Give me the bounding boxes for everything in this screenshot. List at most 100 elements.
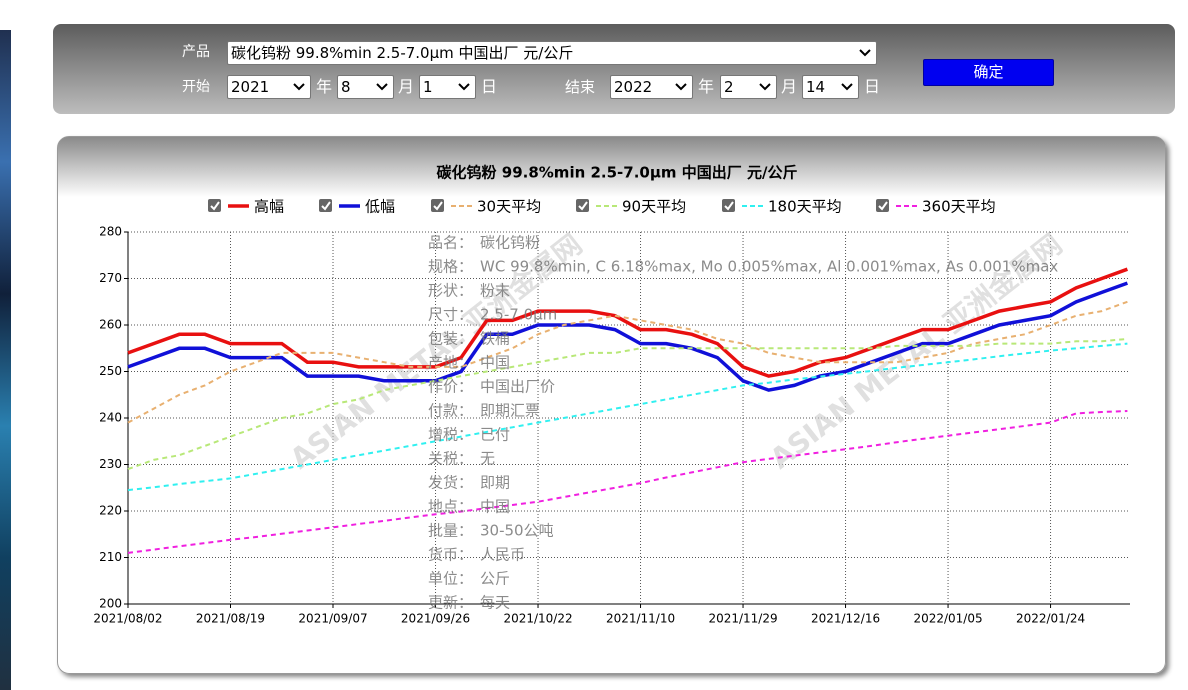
y-tick-label: 240 [99,411,122,425]
legend-checkbox[interactable] [576,199,589,212]
legend-checkbox[interactable] [876,199,889,212]
end-month-select[interactable]: 2 [720,75,777,99]
start-month-select[interactable]: 8 [337,75,394,99]
info-label: 尺寸： [428,306,473,324]
info-label: 批量： [428,522,473,540]
checkmark [724,201,734,211]
select-value: 14 [806,78,826,96]
x-tick-label: 2021/10/22 [503,612,572,626]
info-label: 增税： [428,426,473,444]
info-value: 每天 [480,594,510,612]
legend-checkbox[interactable] [722,199,735,212]
x-tick-label: 2021/09/26 [401,612,470,626]
checkmark [578,201,588,211]
chart-title: 碳化钨粉 99.8%min 2.5-7.0μm 中国出厂 元/公斤 [437,164,798,182]
legend-checkbox[interactable] [319,199,332,212]
info-value: WC 99.8%min, C 6.18%max, Mo 0.005%max, A… [480,258,1058,276]
legend-label: 180天平均 [768,198,842,216]
start-label: 开始 [182,79,210,95]
x-tick-label: 2022/01/05 [913,612,982,626]
series-line [127,337,1128,471]
info-label: 产地： [428,354,473,372]
y-tick-label: 210 [99,550,122,564]
end-label: 结束 [565,78,596,96]
info-value: 碳化钨粉 [480,234,540,252]
checkmark [433,201,443,211]
select-value: 8 [341,78,351,96]
series-line [127,281,1128,392]
x-tick-label: 2021/12/16 [811,612,880,626]
unit: 年 [698,77,715,96]
y-tick-label: 230 [99,457,122,471]
product-select[interactable]: 碳化钨粉 99.8%min 2.5-7.0μm 中国出厂 元/公斤 [227,41,877,65]
select-value: 2 [724,78,734,96]
unit: 月 [398,77,415,96]
info-label: 更新： [428,594,473,612]
info-label: 付款： [428,402,473,420]
legend-label: 低幅 [365,198,395,216]
info-value: 即期汇票 [480,402,540,420]
y-tick-label: 200 [99,597,122,611]
side-image [0,30,11,690]
end-day-select[interactable]: 14 [802,75,859,99]
legend-checkbox[interactable] [431,199,444,212]
submit-button[interactable]: 确定 [923,59,1054,86]
y-tick-label: 260 [99,318,122,332]
x-tick-label: 2022/01/24 [1016,612,1085,626]
checkmark [321,201,331,211]
checkmark [878,201,888,211]
y-tick-label: 280 [99,225,122,239]
select-value: 碳化钨粉 99.8%min 2.5-7.0μm 中国出厂 元/公斤 [231,44,574,62]
info-value: 中国 [480,498,510,516]
info-value: 2.5-7.0μm [480,306,557,324]
info-label: 形状： [428,282,473,300]
series-line [127,300,1128,424]
legend-label: 30天平均 [477,198,541,216]
info-value: 中国出厂价 [480,378,555,396]
y-tick-label: 270 [99,271,122,285]
x-tick-label: 2021/11/10 [606,612,675,626]
series-line [127,342,1128,492]
chart-panel [57,136,1166,674]
info-label: 单位： [428,570,473,588]
info-label: 发货： [428,474,473,492]
info-label: 品名： [428,234,473,252]
info-value: 即期 [480,474,510,492]
unit: 月 [781,77,798,96]
info-value: 已付 [480,426,510,444]
x-tick-label: 2021/09/07 [298,612,367,626]
y-tick-label: 220 [99,504,122,518]
x-tick-label: 2021/08/19 [196,612,265,626]
product-label: 产品 [182,44,210,60]
info-value: 30-50公吨 [480,522,554,540]
select-value: 1 [423,78,433,96]
unit: 日 [481,77,498,96]
info-label: 作价： [428,378,473,396]
info-value: 铁桶 [480,330,510,348]
start-day-select[interactable]: 1 [419,75,476,99]
legend-checkbox[interactable] [208,199,221,212]
start-year-select[interactable]: 2021 [227,75,311,99]
legend-label: 360天平均 [922,198,996,216]
end-year-select[interactable]: 2022 [610,75,693,99]
legend-label: 90天平均 [622,198,686,216]
legend-label: 高幅 [254,198,284,216]
select-value: 2022 [614,78,653,96]
info-label: 地点： [428,498,473,516]
y-tick-label: 250 [99,364,122,378]
info-value: 公斤 [480,570,510,588]
info-label: 包装： [428,330,473,348]
unit: 日 [864,77,881,96]
x-tick-label: 2021/08/02 [93,612,162,626]
info-value: 无 [480,450,495,468]
info-value: 粉末 [480,282,510,300]
select-value: 2021 [231,78,270,96]
series-line [127,410,1128,554]
x-tick-label: 2021/11/29 [708,612,777,626]
info-label: 规格： [428,258,473,276]
checkmark [210,201,220,211]
unit: 年 [316,77,333,96]
info-label: 关税： [428,450,473,468]
